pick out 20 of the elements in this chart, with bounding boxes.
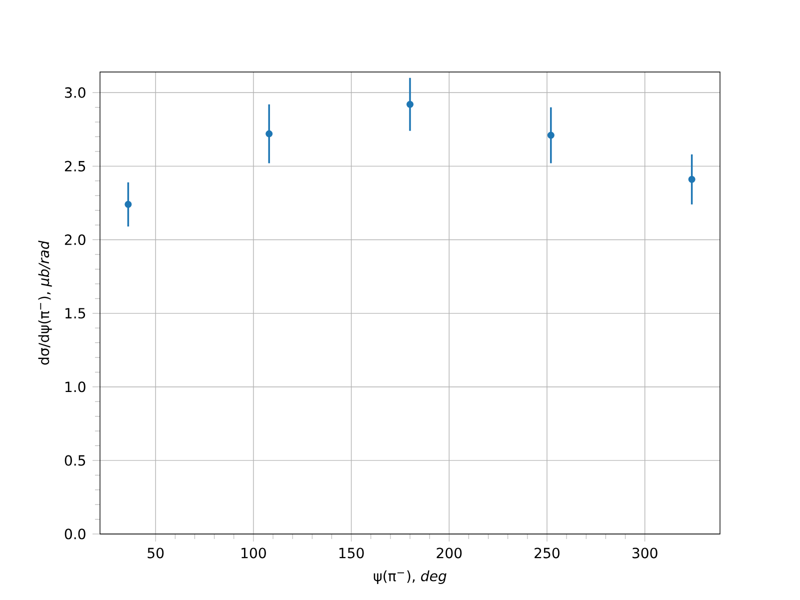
- x-tick-label: 250: [534, 548, 560, 558]
- x-tick-label: 150: [339, 548, 364, 558]
- x-tick-label: 300: [632, 548, 658, 558]
- x-tick-label: 200: [436, 548, 462, 558]
- y-tick-label: 1.0: [65, 382, 86, 392]
- point: [266, 130, 273, 138]
- x-axis-title: ψ(π$^{−}$), deg: [374, 570, 446, 584]
- point: [124, 200, 132, 208]
- y-tick-label: 1.5: [65, 308, 86, 319]
- point: [547, 132, 554, 139]
- y-tick-label: 2.0: [64, 234, 86, 246]
- x-tick-label: 50: [148, 548, 164, 558]
- y-tick-label: 3.0: [65, 87, 86, 98]
- x-tick-label: 100: [242, 548, 266, 558]
- point: [688, 176, 696, 183]
- y-tick-label: 0.5: [64, 455, 86, 466]
- y-tick-label: 0.0: [64, 528, 86, 540]
- y-tick-label: 2.5: [64, 160, 86, 172]
- y-axis-title: dσ/dψ(π$^{−}$), μb/rad: [38, 240, 52, 365]
- point: [406, 100, 414, 108]
